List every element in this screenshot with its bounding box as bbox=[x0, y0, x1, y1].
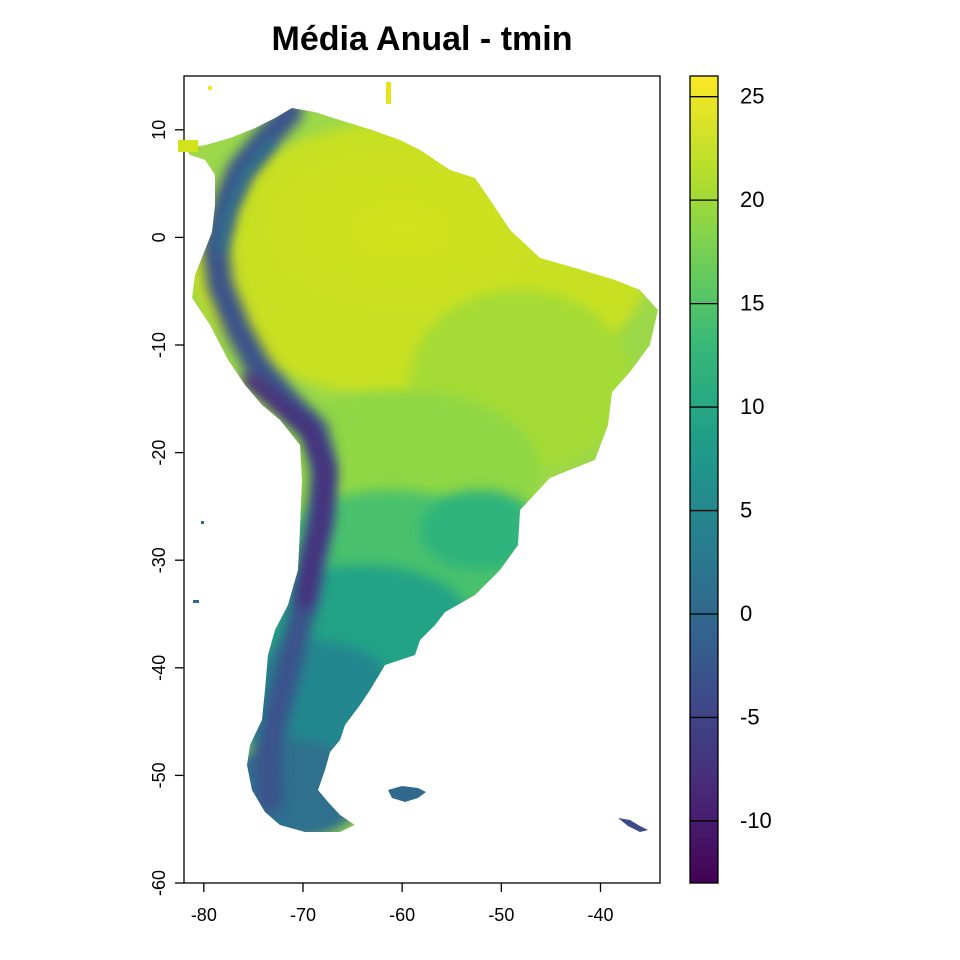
colorbar-tick-label: 10 bbox=[740, 394, 764, 419]
colorbar-tick-label: -10 bbox=[740, 808, 772, 833]
continent-raster bbox=[185, 108, 658, 832]
y-tick-label: 0 bbox=[149, 232, 169, 242]
y-tick-label: 10 bbox=[149, 120, 169, 140]
x-axis: -80 -70 -60 -50 -40 bbox=[191, 883, 614, 925]
colorbar-tick-label: 20 bbox=[740, 187, 764, 212]
x-tick-label: -40 bbox=[587, 905, 613, 925]
y-tick-label: -30 bbox=[149, 547, 169, 573]
colorbar bbox=[689, 75, 719, 884]
map-title: Média Anual - tmin bbox=[271, 20, 573, 58]
colorbar-tick-label: 25 bbox=[740, 84, 764, 109]
x-tick-label: -50 bbox=[488, 905, 514, 925]
colorbar-tick-label: 5 bbox=[740, 498, 752, 523]
colorbar-axis: 25 20 15 10 5 0 -5 -10 bbox=[690, 84, 772, 833]
x-tick-label: -80 bbox=[191, 905, 217, 925]
islands bbox=[178, 82, 648, 832]
y-tick-label: -40 bbox=[149, 655, 169, 681]
x-tick-label: -60 bbox=[389, 905, 415, 925]
colorbar-tick-label: -5 bbox=[740, 704, 760, 729]
y-tick-label: -20 bbox=[149, 440, 169, 466]
colorbar-tick-label: 15 bbox=[740, 291, 764, 316]
y-tick-label: -10 bbox=[149, 332, 169, 358]
y-tick-label: -60 bbox=[149, 870, 169, 896]
x-tick-label: -70 bbox=[290, 905, 316, 925]
y-axis: 10 0 -10 -20 -30 -40 -50 -60 bbox=[149, 120, 184, 896]
colorbar-tick-label: 0 bbox=[740, 601, 752, 626]
y-tick-label: -50 bbox=[149, 762, 169, 788]
